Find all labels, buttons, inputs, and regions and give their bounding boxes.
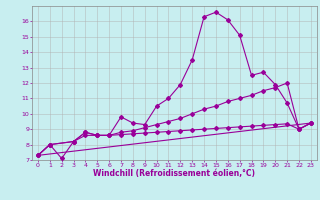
X-axis label: Windchill (Refroidissement éolien,°C): Windchill (Refroidissement éolien,°C) — [93, 169, 255, 178]
